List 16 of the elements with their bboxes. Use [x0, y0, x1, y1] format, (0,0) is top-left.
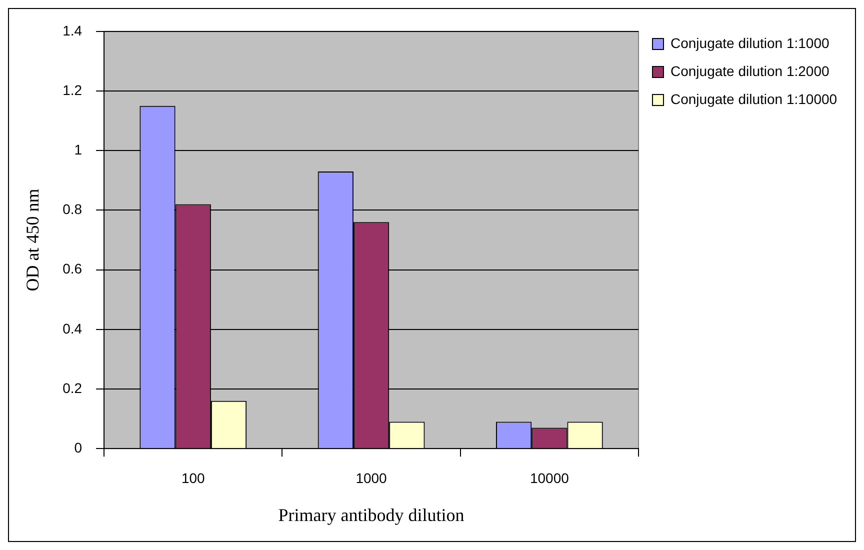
y-axis-title: OD at 450 nm	[22, 188, 43, 292]
x-tick-label: 10000	[530, 470, 570, 486]
y-tick-label: 0.6	[62, 260, 82, 277]
y-tick-label: 0.8	[62, 201, 82, 218]
y-tick-label: 0.2	[62, 380, 82, 396]
y-tick-label: 1.4	[62, 22, 82, 38]
legend-label: Conjugate dilution 1:10000	[670, 90, 838, 107]
x-tick-label: 1000	[356, 470, 388, 486]
y-tick-label: 1.2	[62, 82, 82, 98]
y-tick-label: 0	[74, 439, 82, 456]
x-axis-title: Primary antibody dilution	[278, 504, 464, 525]
y-tick-label: 0.4	[62, 320, 82, 336]
legend-label: Conjugate dilution 1:1000	[670, 34, 830, 51]
legend-label: Conjugate dilution 1:2000	[670, 62, 830, 79]
y-tick-label: 1	[74, 141, 82, 158]
x-tick-label: 100	[181, 470, 206, 486]
